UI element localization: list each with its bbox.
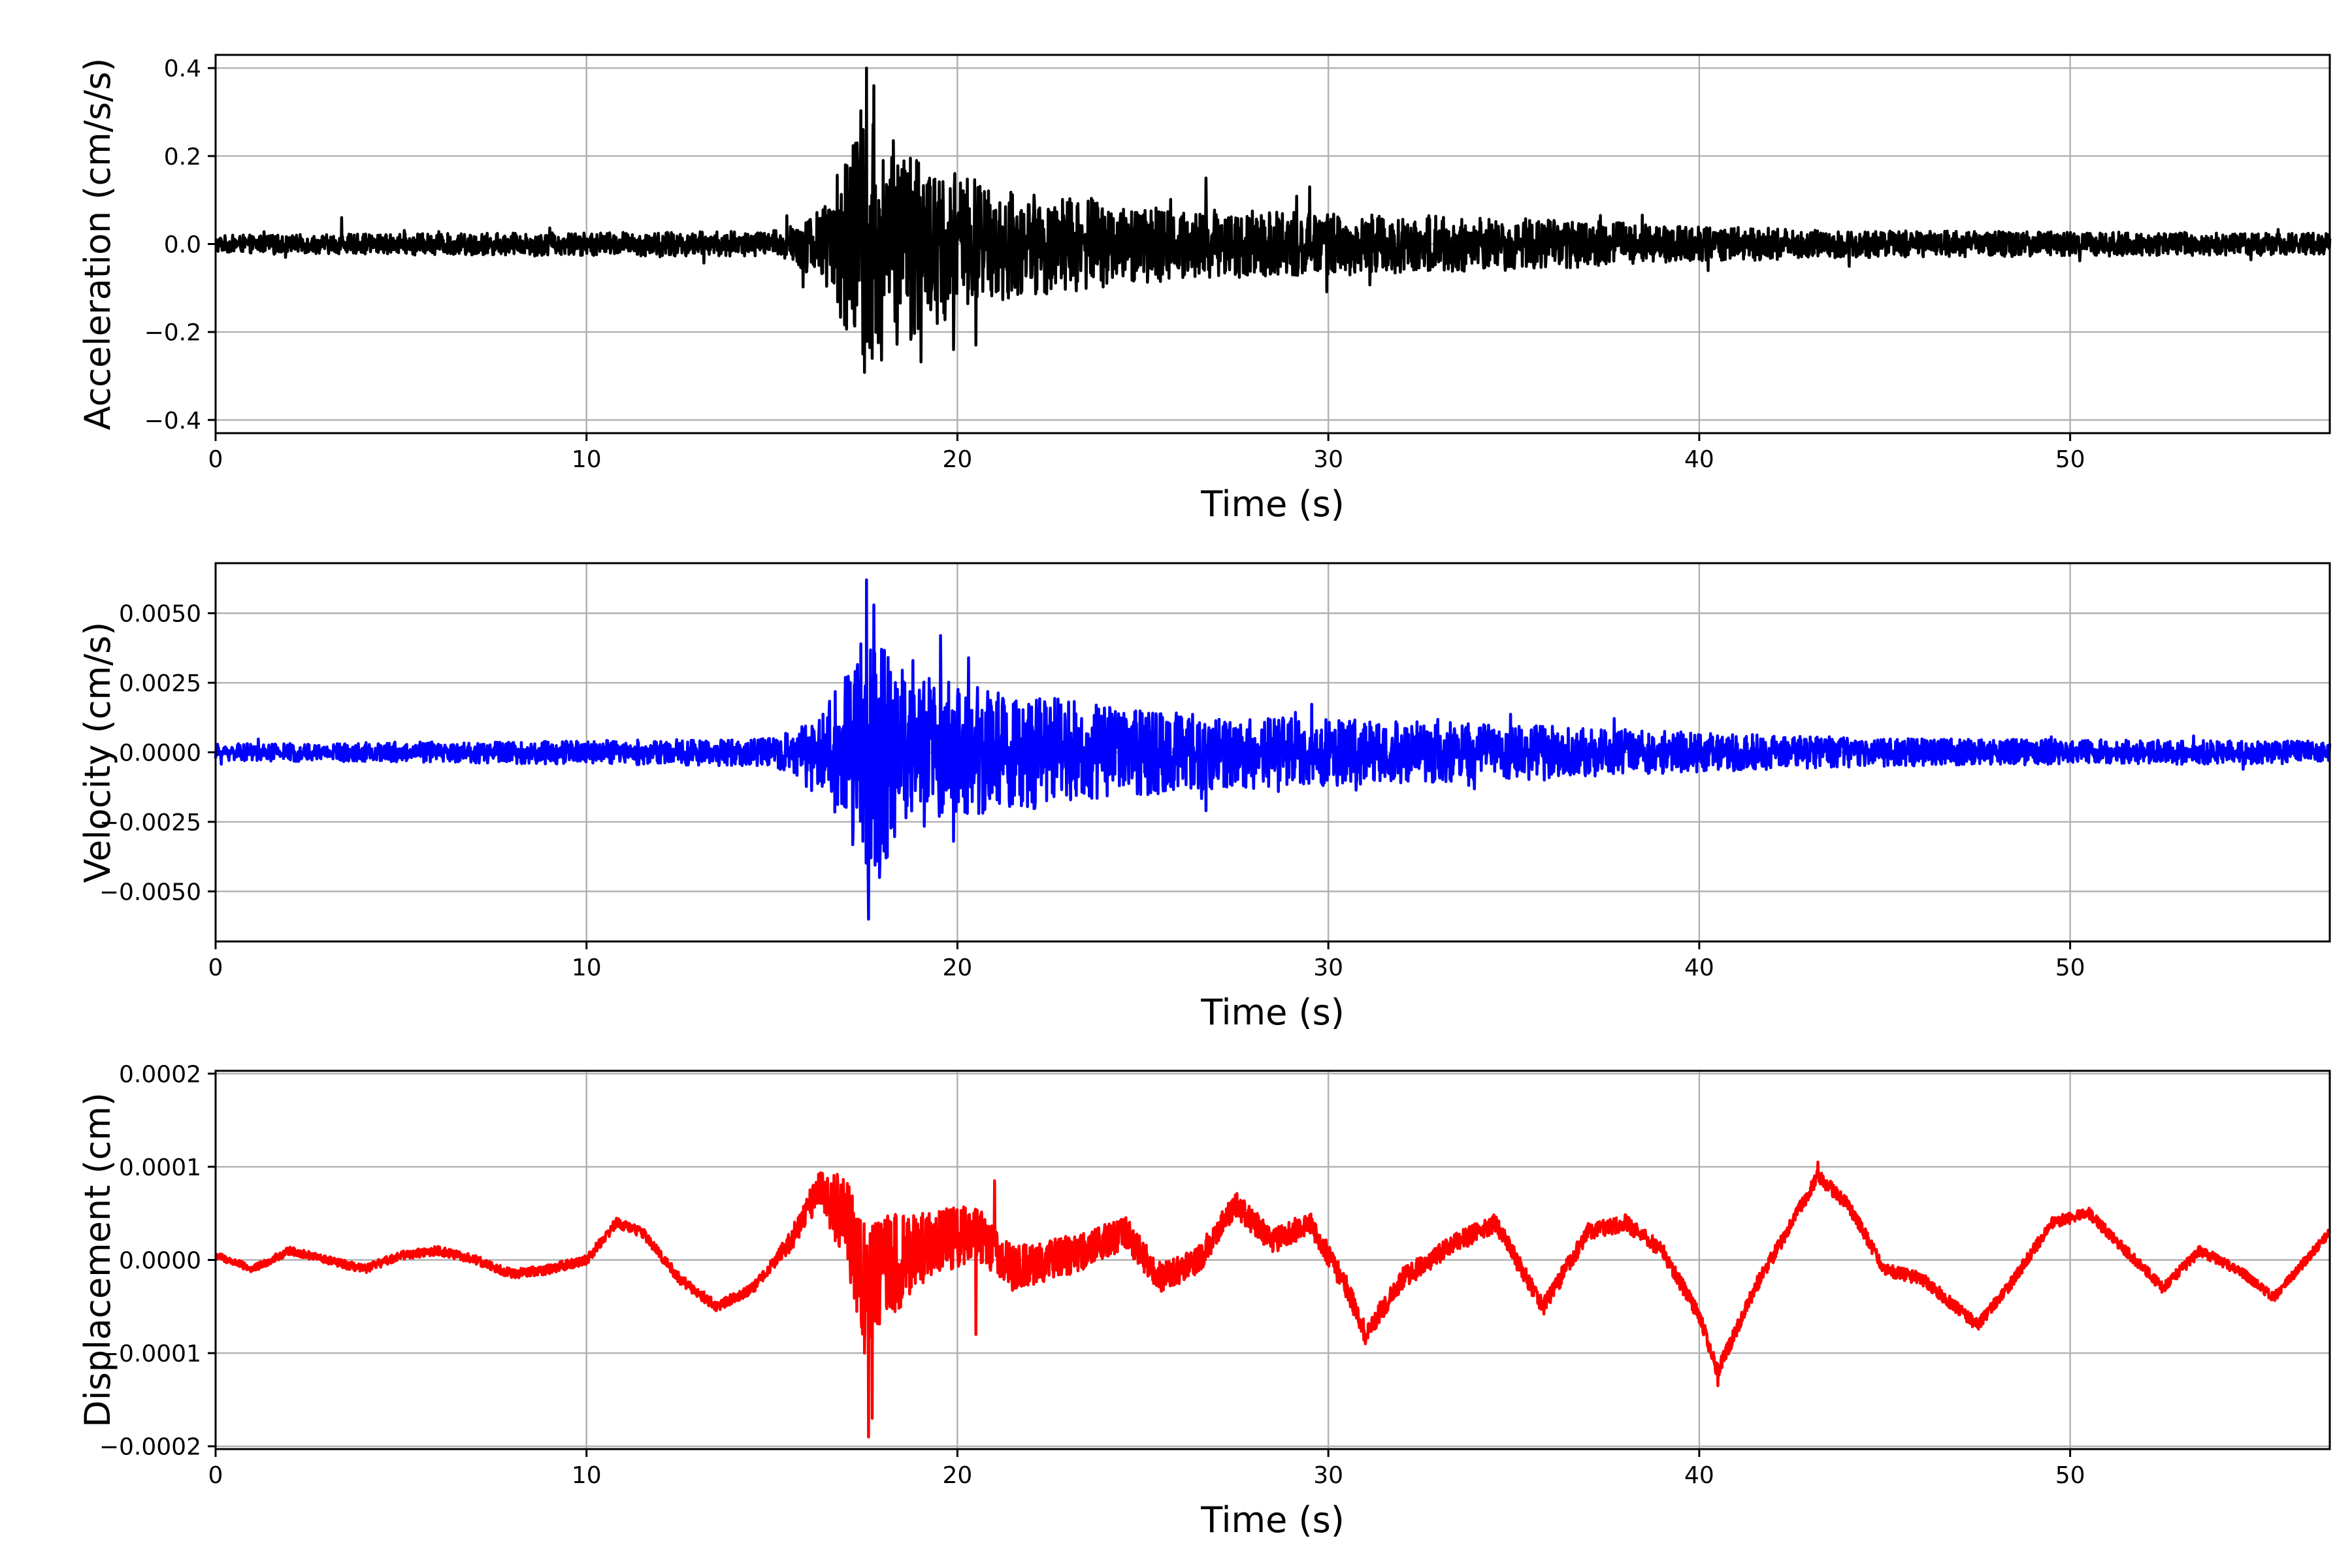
x-tick-label: 30 [1313,446,1343,473]
series-line-velocity [214,578,2332,921]
y-tick-label: 0.0001 [119,1154,201,1181]
x-tick-label: 20 [943,955,973,981]
x-tick-label: 0 [208,955,223,981]
x-tick-label: 20 [943,446,973,473]
y-tick-label: 0.0025 [119,670,201,697]
y-tick-label: −0.0050 [99,879,201,906]
panel-velocity: 0 10 20 30 40 50 −0.0050 −0.0025 0.0000 0.0025 0.0… [77,562,2332,1033]
x-tick-label: 50 [2055,446,2085,473]
y-tick-label: 0.2 [164,144,201,171]
panels: 0 10 20 30 40 50 −0.4 −0.2 0.0 0.2 0.4 Time (s) Acce… [77,54,2332,1541]
y-tick-label: 0.0000 [119,740,201,767]
x-axis-label: Time (s) [1200,1499,1345,1541]
x-axis-label: Time (s) [1200,992,1345,1033]
panel-displacement: 0 10 20 30 40 50 −0.0002 −0.0001 0.0000 0.0001 0.0… [77,1061,2332,1541]
x-tick-label: 30 [1313,1462,1343,1489]
y-tick-label: −0.0001 [99,1341,201,1367]
series-line-displacement [214,1160,2332,1439]
y-tick-label: −0.0025 [99,809,201,836]
x-tick-label: 10 [572,955,602,981]
x-tick-label: 10 [572,446,602,473]
y-tick-label: 0.0050 [119,601,201,628]
x-tick-label: 40 [1684,955,1714,981]
grid [214,1071,2330,1449]
y-tick-label: 0.0002 [119,1061,201,1088]
x-tick-label: 0 [208,446,223,473]
x-tick-label: 20 [943,1462,973,1489]
y-tick-label: −0.0002 [99,1434,201,1461]
y-tick-label: 0.0 [164,232,201,259]
series-line-acceleration [214,66,2332,374]
x-tick-label: 40 [1684,446,1714,473]
y-tick-label: 0.0000 [119,1248,201,1275]
y-axis-label: Displacement (cm) [77,1092,118,1428]
y-axis-label: Acceleration (cm/s/s) [77,58,118,431]
x-tick-label: 0 [208,1462,223,1489]
x-axis-label: Time (s) [1200,483,1345,525]
y-axis-label: Velocity (cm/s) [77,622,118,883]
panel-acceleration: 0 10 20 30 40 50 −0.4 −0.2 0.0 0.2 0.4 Time (s) Acce… [77,54,2332,525]
x-tick-label: 40 [1684,1462,1714,1489]
x-tick-label: 30 [1313,955,1343,981]
y-tick-label: −0.4 [144,408,201,434]
y-tick-label: 0.4 [164,56,201,82]
x-tick-label: 10 [572,1462,602,1489]
y-tick-label: −0.2 [144,319,201,346]
x-tick-label: 50 [2055,1462,2085,1489]
x-tick-label: 50 [2055,955,2085,981]
